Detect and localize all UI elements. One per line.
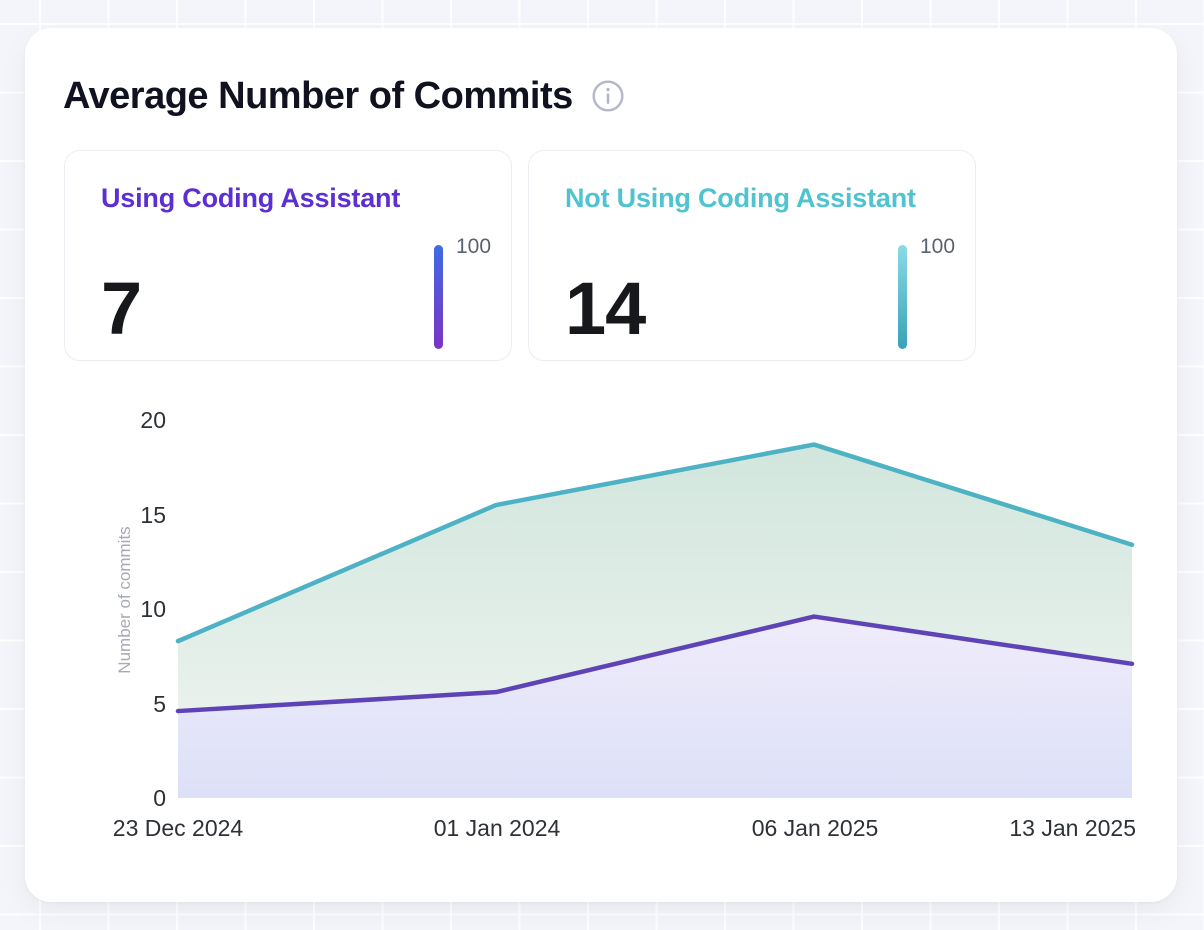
y-axis-tick: 20 [140, 407, 166, 433]
y-axis-tick: 15 [140, 502, 166, 528]
x-axis-label: 01 Jan 2024 [433, 815, 561, 841]
gauge-max-label: 100 [456, 235, 492, 258]
stat-card-title: Using Coding Assistant [101, 183, 401, 213]
x-axis-label: 13 Jan 2025 [1009, 815, 1136, 841]
panel-header: Average Number of Commits [63, 74, 625, 118]
stat-cards-row: Using Coding Assistant 7 100 Not Using C… [64, 150, 976, 361]
commits-panel: Average Number of Commits Using Coding A… [25, 28, 1177, 902]
gauge-bar [434, 245, 443, 349]
stat-card-value: 14 [565, 266, 646, 350]
y-axis-tick: 0 [153, 785, 166, 811]
series-line-1 [175, 614, 1135, 714]
y-axis-tick: 10 [140, 596, 166, 622]
gauge-max-label: 100 [920, 235, 956, 258]
y-axis-tick: 5 [153, 691, 166, 717]
stat-card-title: Not Using Coding Assistant [565, 183, 916, 213]
stat-card-value: 7 [101, 266, 142, 350]
series-line-0 [175, 442, 1135, 644]
stat-card-using-assistant: Using Coding Assistant 7 100 [64, 150, 512, 361]
x-axis-label: 06 Jan 2025 [751, 815, 879, 841]
area-1 [178, 616, 1132, 798]
info-icon[interactable] [591, 79, 625, 113]
x-axis-label: 23 Dec 2024 [112, 815, 244, 841]
gauge-bar [898, 245, 907, 349]
y-axis-title: Number of commits [115, 526, 134, 674]
panel-title: Average Number of Commits [63, 75, 573, 117]
stat-card-not-using-assistant: Not Using Coding Assistant 14 100 [528, 150, 976, 361]
area-chart-canvas[interactable] [25, 28, 1177, 902]
